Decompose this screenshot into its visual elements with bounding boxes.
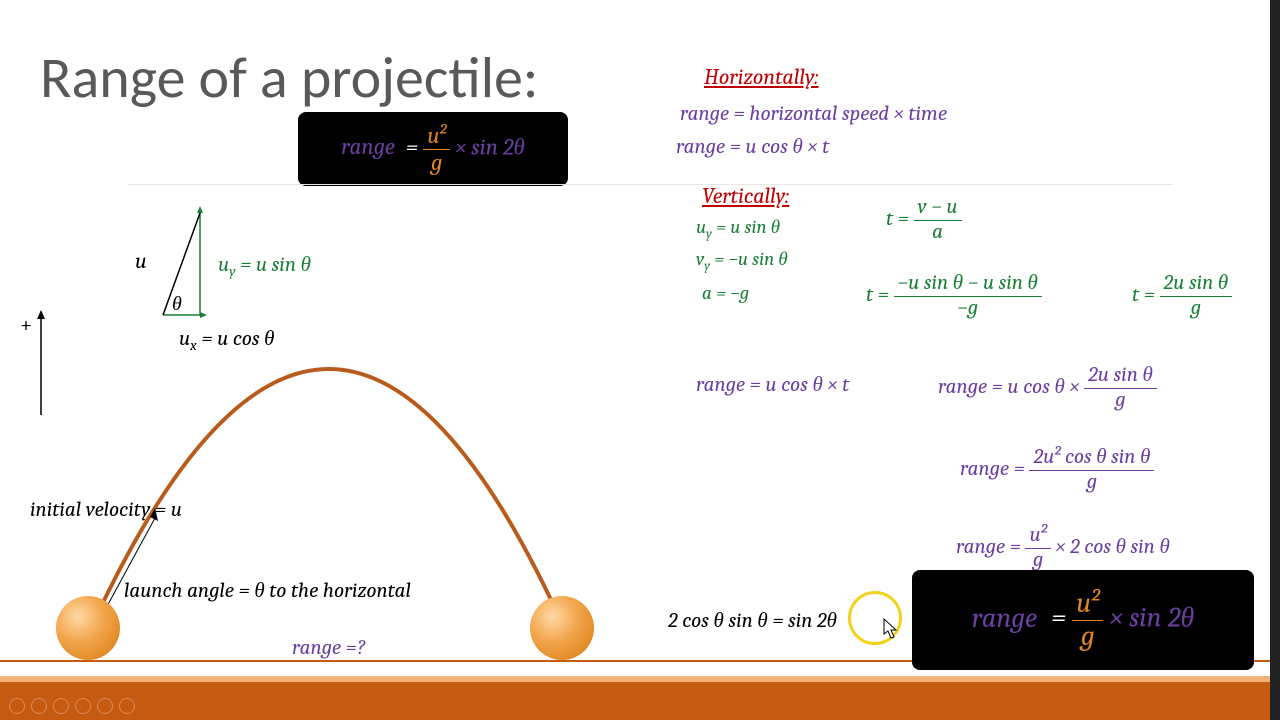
range-question: range =? [292,636,365,660]
u-label: u [135,248,147,274]
right-edge [1270,0,1280,720]
component-triangle [158,205,218,320]
ball-end [530,596,594,660]
more-icon[interactable] [119,698,135,714]
t-eq1: t = v − ua [886,196,962,244]
menu-icon[interactable] [75,698,91,714]
divider [128,184,1173,185]
derive-r4: range = u²g × 2 cos θ sin θ [956,524,1170,572]
axis-arrow [36,310,48,420]
page-title: Range of a projectile: [40,42,538,113]
ball-start [56,596,120,660]
derive-r3: range = 2u² cos θ sin θg [960,446,1154,494]
presentation-toolbar [6,698,138,714]
initial-velocity-label: initial velocity = u [30,498,182,522]
vert-vy: vy = −u sin θ [696,248,788,271]
cursor-icon [883,618,899,640]
launch-angle-label: launch angle = θ to the horizontal [124,578,411,603]
trig-identity: 2 cos θ sin θ = sin 2θ [668,608,837,633]
horizontally-header: Horizontally: [704,64,818,90]
uy-label: uy = u sin θ [218,252,311,277]
horiz-eq2: range = u cos θ × t [676,134,829,159]
next-icon[interactable] [31,698,47,714]
horiz-eq1: range = horizontal speed × time [680,102,947,126]
theta-label: θ [172,292,182,316]
ux-label: ux = u cos θ [179,326,274,351]
formula-box-top: range = u² g × sin 2θ [298,112,568,186]
t-eq3: t = 2u sin θg [1132,272,1232,320]
zoom-icon[interactable] [97,698,113,714]
slide: Range of a projectile: range = u² g × si… [0,0,1280,720]
axis-plus: + [20,312,32,338]
vertically-header: Vertically: [702,183,789,209]
vert-a: a = −g [702,282,749,304]
vert-uy: uy = u sin θ [696,216,780,239]
formula-box-bottom: range = u² g × sin 2θ [912,570,1254,670]
pen-icon[interactable] [53,698,69,714]
footer-bar [0,682,1280,720]
t-eq2: t = −u sin θ − u sin θ−g [866,272,1042,320]
derive-r1: range = u cos θ × t [696,372,849,397]
derive-r2: range = u cos θ × 2u sin θg [938,364,1157,412]
prev-icon[interactable] [9,698,25,714]
